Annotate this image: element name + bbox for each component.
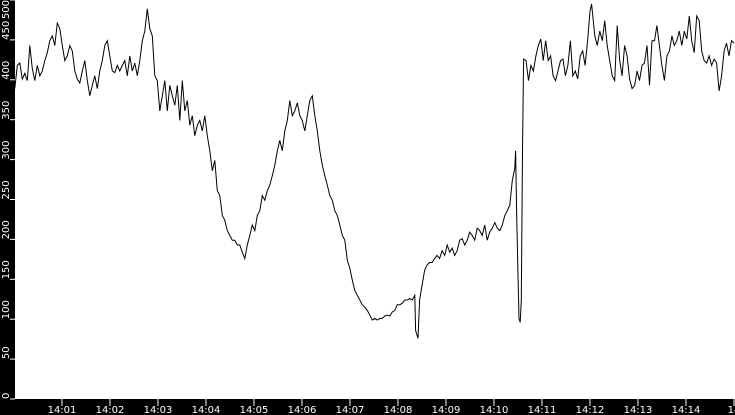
- x-tick-label: 14:04: [192, 405, 221, 415]
- y-tick-label: 300: [1, 141, 12, 160]
- y-tick-label: 450: [1, 21, 12, 40]
- x-tick-label: 14:11: [528, 405, 557, 415]
- y-tick-label: 400: [1, 61, 12, 80]
- x-tick-label: 14:09: [432, 405, 461, 415]
- y-tick-label: 50: [1, 346, 12, 359]
- y-axis: 0 50 100 150 200 250 300 350 400 450 500: [1, 0, 15, 400]
- y-tick-label: 0: [1, 393, 12, 399]
- x-tick-label: 14:01: [48, 405, 77, 415]
- y-tick-label: 100: [1, 300, 12, 319]
- x-tick-label: 14:05: [240, 405, 269, 415]
- x-tick-label: 14:02: [96, 405, 125, 415]
- y-tick-label: 250: [1, 180, 12, 199]
- x-tick-label: 14:14: [672, 405, 701, 415]
- x-tick-label: 14:07: [336, 405, 365, 415]
- x-axis: 14:01 14:02 14:03 14:04 14:05 14:06 14:07 14:08…: [48, 399, 735, 415]
- plot-area: [15, 0, 735, 399]
- x-tick-label: 14: [728, 405, 735, 415]
- y-tick-label: 150: [1, 260, 12, 279]
- x-tick-label: 14:06: [288, 405, 317, 415]
- x-tick-label: 14:12: [576, 405, 605, 415]
- x-tick-label: 14:13: [624, 405, 653, 415]
- series-line: [14, 3, 735, 339]
- y-tick-label: 350: [1, 101, 12, 120]
- y-tick-label: 500: [1, 0, 12, 19]
- y-tick-label: 200: [1, 220, 12, 239]
- x-tick-label: 14:10: [480, 405, 509, 415]
- x-tick-label: 14:08: [384, 405, 413, 415]
- x-tick-label: 14:03: [144, 405, 173, 415]
